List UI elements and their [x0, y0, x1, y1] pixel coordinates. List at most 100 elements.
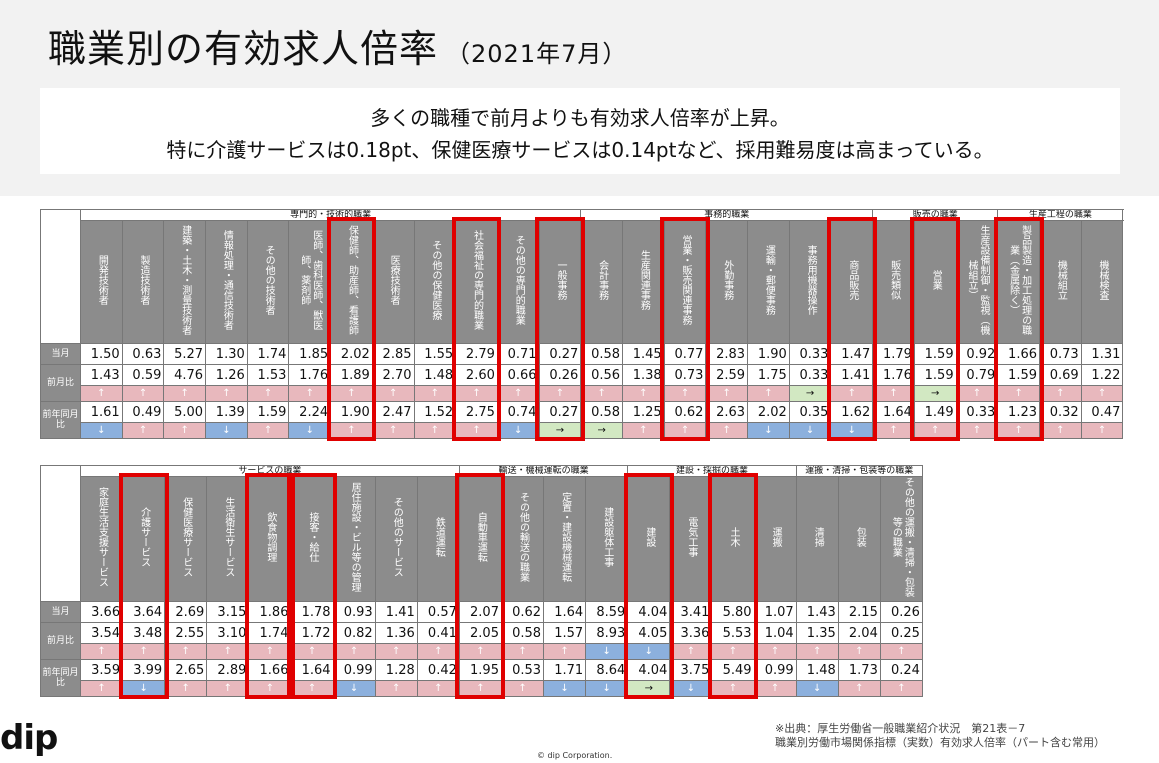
- prev-month-arrow: ↑: [872, 385, 915, 402]
- prev-month-value: 1.59: [913, 364, 957, 386]
- column-header-row: 家庭生活支援サービス 介護サービス 保健医療サービス 生活衛生サービス 飲食物調理 接客・…: [41, 476, 923, 602]
- prev-month-arrow: ↑: [747, 385, 790, 402]
- group-header-row: サービスの職業 輸送・機械運転の職業 建設・採掘の職業 運搬・清掃・包装等の職業: [40, 465, 923, 602]
- current-value: 1.50: [80, 343, 123, 365]
- prev-month-value: 1.57: [543, 622, 587, 644]
- prev-year-arrow: ↓: [205, 422, 248, 439]
- prev-month-value: 1.26: [205, 364, 248, 386]
- current-value: 1.66: [997, 343, 1040, 365]
- prev-year-arrow: ↓: [747, 422, 790, 439]
- column-header-row: 開発技術者 製造技術者 建築・土木・測量技術者 情報処理・通信技術者 その他の技術者 医師…: [41, 220, 1124, 344]
- prev-month-value: 2.04: [837, 622, 881, 644]
- prev-year-arrow: ↑: [1080, 422, 1124, 439]
- current-value: 0.71: [496, 343, 540, 365]
- prev-year-value: 2.02: [747, 401, 790, 423]
- column-header: 製造技術者: [121, 220, 165, 344]
- prev-month-arrow-row: ↑ ↑ ↑ ↑ ↑ ↑ ↑ ↑ ↑ ↑ ↑ ↑ ↓ ↓ ↑ ↑ ↑ ↑ ↑ ↑: [41, 643, 923, 660]
- prev-year-arrow: ↑: [622, 422, 665, 439]
- prev-year-value: 2.47: [371, 401, 415, 423]
- prev-month-row: 前月比 1.43 0.59 4.76 1.26 1.53 1.76 1.89 2.70 1.48 2…: [40, 364, 1124, 402]
- prev-year-value: 0.99: [332, 659, 376, 681]
- column-header: 一般事務: [538, 220, 582, 344]
- prev-year-value: 5.00: [163, 401, 207, 423]
- prev-year-arrow: ↑: [753, 680, 797, 697]
- highlight-box: [826, 216, 877, 441]
- prev-month-value: 1.04: [753, 622, 797, 644]
- copyright: © dip Corporation.: [537, 751, 613, 760]
- prev-year-arrow: →: [580, 422, 624, 439]
- column-header-label: 医療技術者: [388, 255, 400, 305]
- column-header-label: 生産設備制御・監視（機械組立）: [965, 225, 989, 335]
- column-header: 土木: [711, 476, 755, 602]
- highlight-box: [455, 472, 506, 699]
- prev-year-arrow: ↑: [246, 422, 290, 439]
- column-header: 商品販売: [830, 220, 874, 344]
- prev-year-value: 1.64: [872, 401, 915, 423]
- column-header-label: 鉄道運転: [433, 517, 445, 557]
- current-value: 1.45: [622, 343, 665, 365]
- prev-month-arrow: ↑: [795, 643, 839, 660]
- prev-month-arrow: ↑: [80, 385, 123, 402]
- prev-year-value: 0.24: [879, 659, 923, 681]
- column-header: 運輸・郵便事務: [747, 220, 790, 344]
- prev-year-arrow: ↓: [543, 680, 587, 697]
- prev-year-value: 2.65: [164, 659, 208, 681]
- column-header: その他の輸送の職業: [500, 476, 545, 602]
- column-header-label: 保健医療サービス: [180, 497, 192, 577]
- prev-month-arrow: ↑: [164, 643, 208, 660]
- column-header: その他のサービス: [374, 476, 418, 602]
- prev-year-arrow: ↑: [206, 680, 250, 697]
- column-header: 包装: [837, 476, 881, 602]
- prev-year-arrow: ↑: [955, 422, 999, 439]
- prev-month-value: 1.43: [80, 364, 123, 386]
- prev-month-arrow: ↑: [121, 385, 165, 402]
- column-header-label: 建築・土木・測量技術者: [179, 225, 191, 335]
- current-value: 5.80: [711, 601, 755, 623]
- current-value: 1.86: [248, 601, 292, 623]
- column-header: 建築・土木・測量技術者: [163, 220, 207, 344]
- column-header-label: 建設躯体工事: [601, 507, 613, 567]
- prev-month-arrow: ↑: [543, 643, 587, 660]
- current-value: 8.59: [585, 601, 629, 623]
- column-header-label: 居住施設・ビル等の管理: [349, 482, 361, 592]
- prev-month-value: 1.59: [997, 364, 1040, 386]
- current-value: 1.31: [1080, 343, 1124, 365]
- prev-month-arrow: ↑: [622, 385, 665, 402]
- prev-month-value: 0.25: [879, 622, 923, 644]
- prev-month-arrow: ↑: [458, 643, 502, 660]
- prev-month-arrow: ↑: [206, 643, 250, 660]
- column-header-label: 運搬: [770, 527, 782, 547]
- prev-month-arrow: ↑: [705, 385, 749, 402]
- prev-month-arrow: ↑: [538, 385, 582, 402]
- current-value: 1.85: [288, 343, 332, 365]
- prev-year-value: 1.48: [795, 659, 839, 681]
- prev-year-arrow: ↑: [413, 422, 457, 439]
- prev-year-value: 1.73: [837, 659, 881, 681]
- prev-month-arrow: ↑: [205, 385, 248, 402]
- prev-year-arrow: ↑: [705, 422, 749, 439]
- prev-month-value: 0.33: [788, 364, 832, 386]
- column-header-label: 土木: [728, 527, 739, 547]
- column-header: 医師、歯科医師、獣医師、薬剤師: [288, 220, 332, 344]
- prev-month-value: 2.70: [371, 364, 415, 386]
- prev-year-arrow: ↑: [416, 680, 460, 697]
- prev-year-value: 1.61: [80, 401, 123, 423]
- prev-month-value: 1.22: [1080, 364, 1124, 386]
- highlight-box: [660, 216, 710, 441]
- prev-year-arrow: ↑: [1039, 422, 1082, 439]
- current-value: 0.63: [121, 343, 165, 365]
- row-label-current: 当月: [40, 343, 81, 365]
- prev-year-arrow: ↑: [500, 680, 545, 697]
- prev-month-value: 1.35: [795, 622, 839, 644]
- column-header-label: 情報処理・通信技術者: [221, 230, 233, 330]
- current-value: 0.93: [332, 601, 376, 623]
- column-header: 外勤事務: [705, 220, 749, 344]
- occupation-table-1: 専門的・技術的職業 事務的職業 販売の職業 生産工程の職業 開発技術者 製造技術者 建築・土…: [40, 209, 1124, 439]
- prev-month-arrow: ↑: [663, 385, 707, 402]
- prev-year-arrow: ↑: [458, 680, 502, 697]
- prev-year-value: 0.33: [955, 401, 999, 423]
- prev-year-value: 0.58: [580, 401, 624, 423]
- prev-month-arrow: ↓: [585, 643, 629, 660]
- prev-year-arrow: →: [538, 422, 582, 439]
- column-header: 開発技術者: [80, 220, 123, 344]
